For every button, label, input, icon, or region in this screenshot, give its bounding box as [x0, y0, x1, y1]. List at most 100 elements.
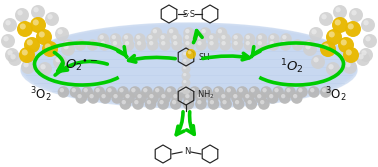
Circle shape	[345, 62, 351, 67]
Circle shape	[282, 41, 286, 45]
Circle shape	[239, 88, 243, 92]
Circle shape	[207, 92, 219, 104]
Text: N: N	[184, 147, 190, 156]
Circle shape	[77, 94, 82, 98]
Circle shape	[200, 27, 211, 39]
Circle shape	[167, 27, 178, 39]
Circle shape	[179, 88, 183, 92]
Circle shape	[246, 41, 250, 45]
Circle shape	[233, 94, 237, 98]
Circle shape	[101, 41, 105, 45]
Circle shape	[183, 98, 194, 110]
Text: NH$_2$: NH$_2$	[197, 89, 215, 101]
Circle shape	[319, 12, 333, 26]
Circle shape	[40, 64, 46, 69]
Text: $^3$O$_2$: $^3$O$_2$	[325, 86, 347, 104]
Circle shape	[22, 49, 28, 55]
Ellipse shape	[25, 25, 353, 101]
Circle shape	[244, 33, 255, 45]
Circle shape	[131, 88, 136, 92]
Ellipse shape	[24, 26, 354, 102]
Circle shape	[219, 92, 231, 104]
Circle shape	[87, 39, 98, 51]
Circle shape	[231, 92, 243, 104]
Circle shape	[237, 86, 248, 98]
Circle shape	[171, 39, 183, 51]
Circle shape	[98, 33, 109, 45]
Circle shape	[311, 55, 325, 69]
Circle shape	[245, 94, 249, 98]
Circle shape	[57, 29, 63, 34]
Circle shape	[343, 47, 359, 63]
Circle shape	[291, 92, 302, 104]
Circle shape	[248, 86, 260, 98]
Circle shape	[119, 98, 131, 110]
Circle shape	[88, 41, 93, 45]
Circle shape	[99, 92, 111, 104]
Circle shape	[56, 57, 61, 62]
Circle shape	[231, 39, 243, 51]
Circle shape	[183, 87, 186, 90]
Circle shape	[281, 94, 285, 98]
Circle shape	[161, 94, 166, 98]
Circle shape	[181, 50, 191, 59]
Circle shape	[84, 88, 88, 92]
Circle shape	[47, 14, 53, 19]
Circle shape	[38, 62, 52, 76]
Circle shape	[235, 100, 239, 104]
Circle shape	[335, 7, 341, 12]
Circle shape	[183, 80, 186, 83]
Circle shape	[111, 39, 122, 51]
Circle shape	[173, 94, 178, 98]
Circle shape	[42, 41, 58, 57]
Circle shape	[137, 41, 141, 45]
Circle shape	[5, 20, 11, 25]
Circle shape	[17, 21, 33, 37]
Circle shape	[125, 94, 130, 98]
Circle shape	[89, 94, 94, 98]
Circle shape	[5, 48, 19, 62]
Circle shape	[181, 86, 191, 95]
Circle shape	[303, 42, 317, 56]
Circle shape	[335, 19, 341, 26]
Circle shape	[23, 62, 29, 67]
Circle shape	[36, 29, 52, 45]
Circle shape	[10, 54, 16, 59]
Circle shape	[181, 64, 191, 73]
Circle shape	[280, 39, 291, 51]
Circle shape	[234, 35, 238, 39]
Circle shape	[305, 44, 311, 49]
Circle shape	[246, 35, 250, 39]
Circle shape	[122, 100, 126, 104]
Circle shape	[112, 92, 123, 104]
Circle shape	[186, 49, 196, 59]
Circle shape	[262, 88, 267, 92]
Circle shape	[183, 66, 186, 69]
Circle shape	[55, 27, 69, 41]
Circle shape	[197, 41, 201, 45]
Circle shape	[248, 100, 252, 104]
Ellipse shape	[23, 28, 355, 104]
Circle shape	[363, 20, 369, 25]
Circle shape	[62, 39, 74, 51]
Circle shape	[185, 35, 189, 39]
Circle shape	[119, 88, 124, 92]
Circle shape	[323, 43, 329, 49]
Circle shape	[286, 88, 291, 92]
Circle shape	[117, 86, 129, 98]
Circle shape	[149, 41, 153, 45]
Circle shape	[183, 59, 186, 62]
Circle shape	[15, 8, 29, 22]
Text: O$_2$$^{\bullet -}$: O$_2$$^{\bullet -}$	[65, 57, 99, 73]
Circle shape	[213, 86, 224, 98]
Circle shape	[359, 48, 373, 62]
Circle shape	[222, 100, 227, 104]
Circle shape	[258, 35, 262, 39]
Circle shape	[165, 86, 177, 98]
Circle shape	[129, 86, 141, 98]
Circle shape	[20, 23, 26, 30]
Circle shape	[172, 35, 177, 39]
Circle shape	[45, 12, 59, 26]
Circle shape	[243, 39, 255, 51]
Circle shape	[341, 39, 347, 45]
